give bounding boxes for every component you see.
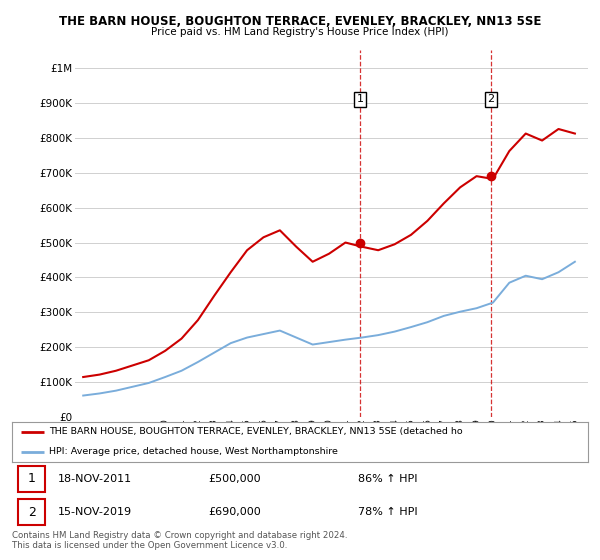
Text: THE BARN HOUSE, BOUGHTON TERRACE, EVENLEY, BRACKLEY, NN13 5SE (detached ho: THE BARN HOUSE, BOUGHTON TERRACE, EVENLE… [49, 427, 463, 436]
Text: HPI: Average price, detached house, West Northamptonshire: HPI: Average price, detached house, West… [49, 447, 338, 456]
Text: 18-NOV-2011: 18-NOV-2011 [58, 474, 132, 484]
Text: £690,000: £690,000 [208, 507, 260, 517]
Text: THE BARN HOUSE, BOUGHTON TERRACE, EVENLEY, BRACKLEY, NN13 5SE: THE BARN HOUSE, BOUGHTON TERRACE, EVENLE… [59, 15, 541, 27]
Text: 1: 1 [28, 473, 35, 486]
Text: 2: 2 [28, 506, 35, 519]
Text: 78% ↑ HPI: 78% ↑ HPI [358, 507, 417, 517]
Text: 15-NOV-2019: 15-NOV-2019 [58, 507, 132, 517]
FancyBboxPatch shape [18, 466, 46, 492]
Text: 86% ↑ HPI: 86% ↑ HPI [358, 474, 417, 484]
Text: Price paid vs. HM Land Registry's House Price Index (HPI): Price paid vs. HM Land Registry's House … [151, 27, 449, 37]
Text: £500,000: £500,000 [208, 474, 260, 484]
Text: 1: 1 [356, 94, 364, 104]
FancyBboxPatch shape [18, 499, 46, 525]
Text: 2: 2 [487, 94, 494, 104]
Text: Contains HM Land Registry data © Crown copyright and database right 2024.
This d: Contains HM Land Registry data © Crown c… [12, 531, 347, 550]
